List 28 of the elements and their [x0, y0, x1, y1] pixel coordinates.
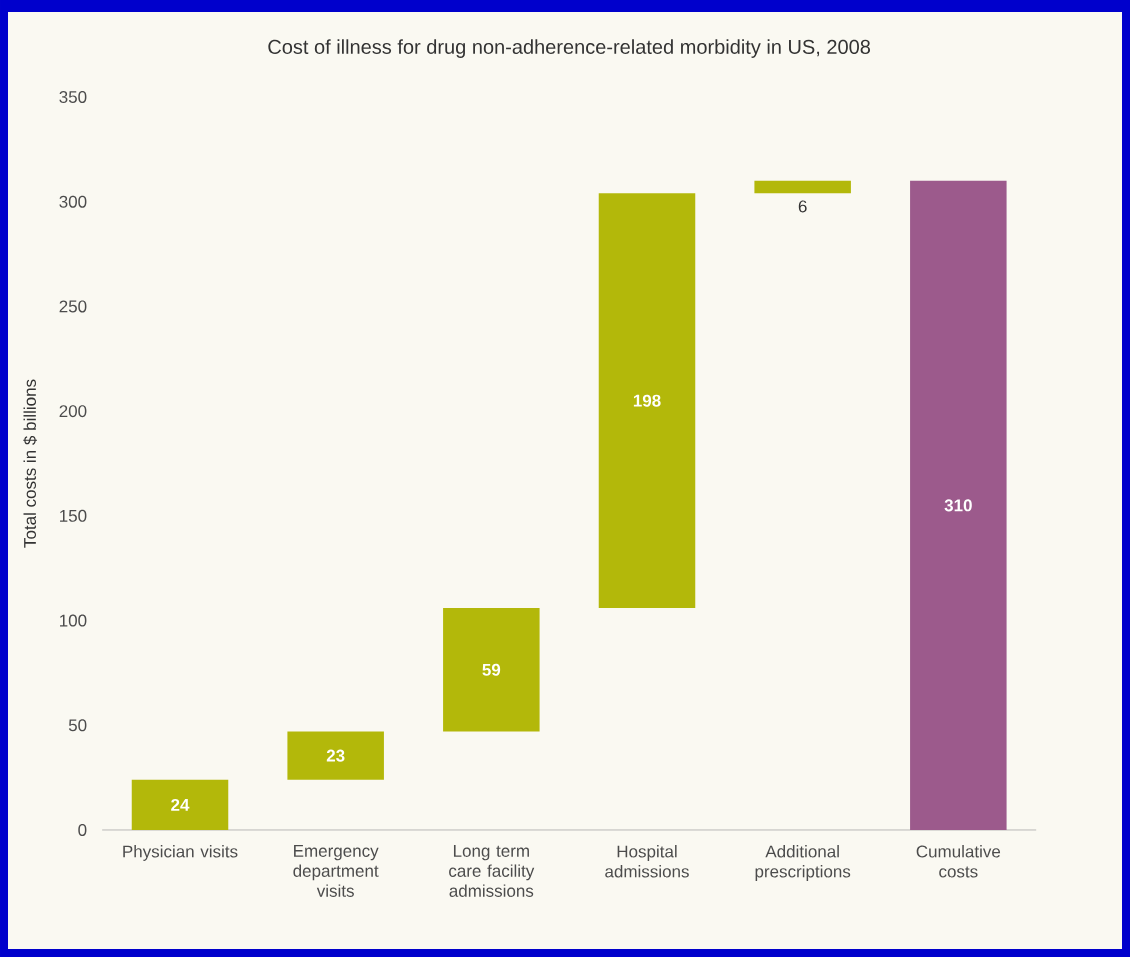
bar [287, 731, 384, 780]
y-tick-label: 0 [78, 823, 87, 836]
data-label: 24 [171, 798, 190, 811]
bar [910, 180, 1007, 830]
y-axis-title: Total costs in $ billions [23, 379, 38, 548]
y-tick-label: 150 [60, 509, 87, 522]
data-label: 310 [944, 499, 972, 512]
data-label: 59 [482, 663, 501, 676]
x-tick-label: Emergency department visits [293, 845, 379, 897]
data-label: 198 [633, 394, 661, 407]
data-label: 6 [798, 200, 807, 213]
x-tick-label: Additional prescriptions [755, 845, 851, 881]
x-tick-label: Hospital admissions [605, 845, 689, 878]
x-tick-label: Long term care facility admissions [449, 845, 535, 897]
y-tick-label: 200 [59, 405, 87, 418]
bar [754, 180, 851, 194]
bar [598, 193, 696, 608]
y-tick-label: 350 [59, 90, 87, 103]
y-tick-label: 50 [68, 719, 87, 732]
data-label: 23 [326, 749, 345, 762]
x-tick-label: Physician visits [123, 845, 238, 861]
chart-title: Cost of illness for drug non-adherence-related morbidity in US, 2008 [268, 39, 871, 58]
y-tick-label: 300 [59, 195, 87, 208]
x-tick-label: Cumulative costs [916, 845, 1001, 878]
y-tick-label: 250 [59, 300, 87, 313]
bar [131, 779, 229, 830]
y-tick-label: 100 [60, 614, 87, 627]
bar [443, 607, 540, 732]
